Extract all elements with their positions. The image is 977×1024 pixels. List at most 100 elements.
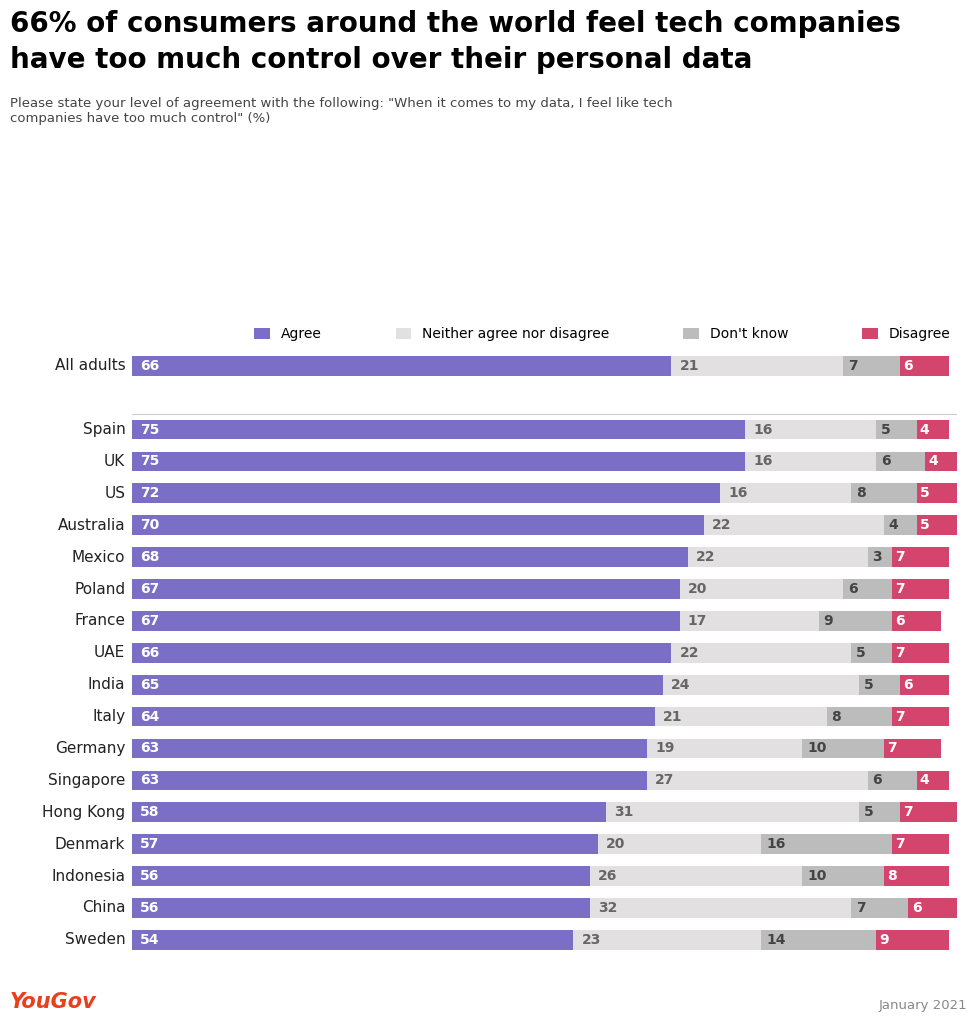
Bar <box>916 483 957 503</box>
Text: 7: 7 <box>887 741 897 756</box>
Text: 10: 10 <box>807 741 827 756</box>
Bar <box>884 515 916 536</box>
Bar <box>843 355 900 376</box>
Bar <box>606 803 860 822</box>
Text: Sweden: Sweden <box>64 933 125 947</box>
Bar <box>132 770 647 791</box>
Text: 6: 6 <box>848 582 858 596</box>
Bar <box>802 738 884 759</box>
Bar <box>884 866 950 886</box>
Text: 5: 5 <box>865 678 874 691</box>
Text: 6: 6 <box>895 614 905 628</box>
Bar <box>647 738 802 759</box>
Text: 7: 7 <box>895 646 905 659</box>
Bar <box>925 452 957 471</box>
Text: UK: UK <box>105 454 125 469</box>
Text: 75: 75 <box>140 423 159 436</box>
Bar <box>900 355 950 376</box>
Text: 19: 19 <box>655 741 674 756</box>
Bar <box>851 483 916 503</box>
Bar <box>132 898 590 918</box>
Text: China: China <box>82 900 125 915</box>
Bar <box>688 547 868 567</box>
Text: Germany: Germany <box>55 741 125 756</box>
Text: 6: 6 <box>880 455 890 468</box>
Text: 16: 16 <box>753 423 773 436</box>
Text: 22: 22 <box>680 646 700 659</box>
Bar <box>819 611 892 631</box>
Text: 21: 21 <box>680 358 700 373</box>
Bar <box>860 803 900 822</box>
Bar <box>868 770 916 791</box>
Text: 7: 7 <box>895 710 905 724</box>
Text: 7: 7 <box>848 358 858 373</box>
Bar <box>892 580 950 599</box>
Bar <box>132 835 598 854</box>
Bar <box>671 355 843 376</box>
Bar <box>680 611 819 631</box>
Text: 7: 7 <box>895 582 905 596</box>
Text: 4: 4 <box>920 773 929 787</box>
Bar <box>868 547 892 567</box>
Bar <box>132 866 590 886</box>
Text: 6: 6 <box>904 358 913 373</box>
Text: 5: 5 <box>920 518 929 532</box>
Text: 63: 63 <box>140 741 159 756</box>
Text: 22: 22 <box>696 550 715 564</box>
Text: Indonesia: Indonesia <box>52 868 125 884</box>
Bar <box>132 803 606 822</box>
Bar <box>573 930 761 950</box>
Text: 66% of consumers around the world feel tech companies: 66% of consumers around the world feel t… <box>10 10 901 38</box>
Text: Hong Kong: Hong Kong <box>42 805 125 820</box>
Text: 6: 6 <box>912 901 921 915</box>
Bar <box>843 580 892 599</box>
Bar <box>590 866 802 886</box>
Text: 68: 68 <box>140 550 159 564</box>
Legend: Agree, Neither agree nor disagree, Don't know, Disagree: Agree, Neither agree nor disagree, Don't… <box>254 328 951 341</box>
Text: YouGov: YouGov <box>10 991 97 1012</box>
Text: 26: 26 <box>598 869 617 883</box>
Text: 16: 16 <box>753 455 773 468</box>
Bar <box>875 452 925 471</box>
Text: 54: 54 <box>140 933 159 947</box>
Bar <box>680 580 843 599</box>
Text: 10: 10 <box>807 869 827 883</box>
Bar <box>744 420 875 439</box>
Bar <box>892 643 950 663</box>
Text: 24: 24 <box>671 678 691 691</box>
Text: 7: 7 <box>904 805 913 819</box>
Text: 5: 5 <box>920 486 929 501</box>
Bar <box>132 930 573 950</box>
Text: 8: 8 <box>856 486 866 501</box>
Text: 58: 58 <box>140 805 159 819</box>
Bar <box>132 675 663 694</box>
Bar <box>704 515 884 536</box>
Bar <box>132 707 655 726</box>
Text: France: France <box>74 613 125 629</box>
Text: US: US <box>105 485 125 501</box>
Bar <box>892 547 950 567</box>
Text: 66: 66 <box>140 358 159 373</box>
Bar <box>132 483 720 503</box>
Text: 57: 57 <box>140 838 159 851</box>
Text: 5: 5 <box>880 423 890 436</box>
Text: 75: 75 <box>140 455 159 468</box>
Text: 56: 56 <box>140 901 159 915</box>
Text: 67: 67 <box>140 582 159 596</box>
Bar <box>132 580 680 599</box>
Text: 9: 9 <box>824 614 833 628</box>
Text: 32: 32 <box>598 901 617 915</box>
Text: January 2021: January 2021 <box>878 998 967 1012</box>
Bar <box>132 547 688 567</box>
Bar <box>132 515 704 536</box>
Bar <box>132 611 680 631</box>
Bar <box>860 675 900 694</box>
Text: have too much control over their personal data: have too much control over their persona… <box>10 46 752 74</box>
Bar <box>132 643 671 663</box>
Bar <box>598 835 761 854</box>
Bar <box>761 835 892 854</box>
Text: Australia: Australia <box>58 518 125 532</box>
Text: 21: 21 <box>663 710 683 724</box>
Bar <box>909 898 957 918</box>
Text: India: India <box>88 677 125 692</box>
